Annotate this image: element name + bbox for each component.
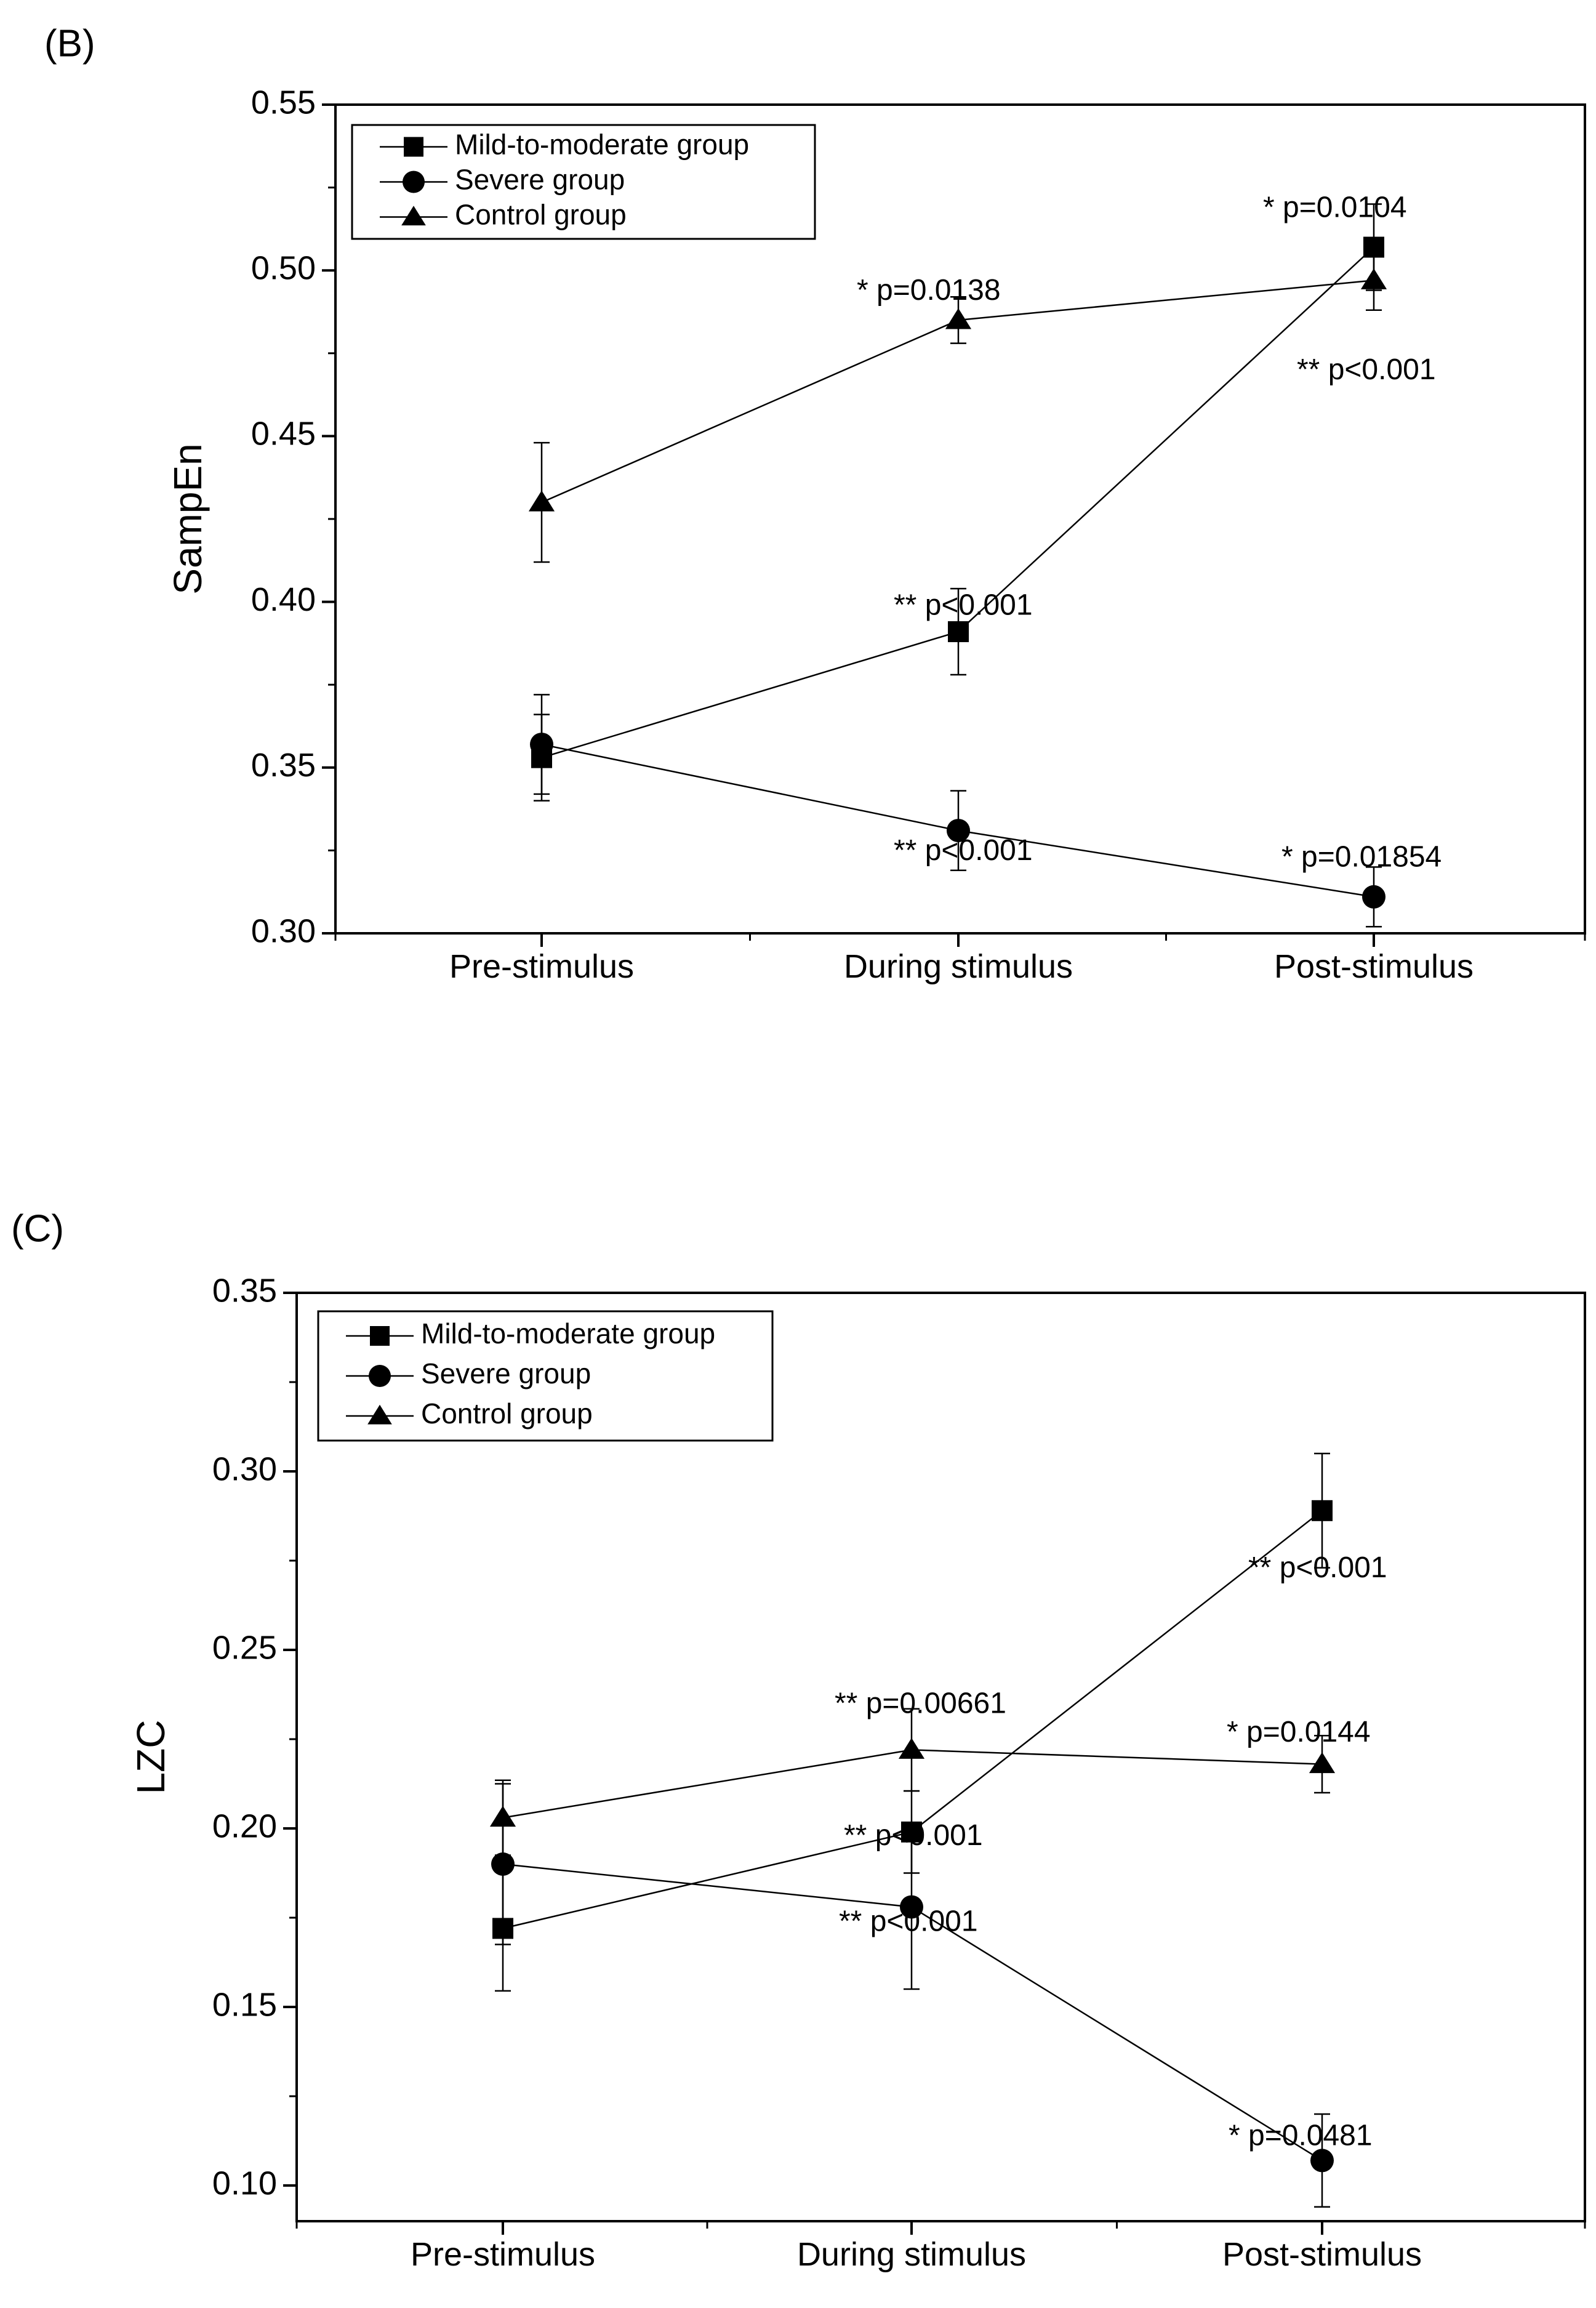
series-control-group — [528, 249, 1387, 563]
legend-box — [317, 1310, 774, 1442]
legend-marker-square — [404, 137, 423, 157]
plot-frame — [295, 1292, 1586, 2222]
significance-annotation: * p=0.01854 — [1281, 841, 1442, 874]
significance-annotation: ** p<0.001 — [894, 834, 1033, 867]
legend-label-severe-group: Severe group — [455, 164, 625, 196]
y-tick-label: 0.25 — [212, 1629, 277, 1666]
significance-annotation: * p=0.0481 — [1229, 2119, 1373, 2152]
data-point-circle — [491, 1852, 515, 1876]
chart-panel-c: (C) 0.10 0.15 0.20 0.25 0.30 0.35 Pre-stimulus D… — [11, 1207, 1586, 2273]
data-point-circle — [530, 733, 553, 757]
data-point-triangle — [945, 308, 972, 329]
significance-annotation: * p=0.0104 — [1263, 191, 1407, 223]
y-tick-label: 0.30 — [212, 1450, 277, 1487]
significance-annotation: ** p<0.001 — [1297, 353, 1436, 386]
y-tick-label: 0.35 — [251, 747, 316, 784]
y-tick-label: 0.55 — [251, 84, 316, 121]
significance-annotation: * p=0.0138 — [857, 274, 1001, 307]
data-point-circle — [1362, 885, 1385, 909]
legend-label-control-group: Control group — [421, 1397, 593, 1429]
significance-annotation: ** p<0.001 — [844, 1819, 983, 1852]
x-tick-label: During stimulus — [844, 948, 1073, 985]
series-line — [502, 1749, 1323, 1819]
y-tick-label: 0.45 — [251, 416, 316, 452]
significance-annotation: * p=0.0144 — [1227, 1716, 1371, 1748]
x-tick-label: During stimulus — [797, 2236, 1026, 2273]
legend-marker-triangle — [401, 206, 426, 226]
legend-marker-circle — [403, 171, 425, 193]
x-tick-label: Pre-stimulus — [449, 948, 634, 985]
y-tick-label: 0.35 — [212, 1272, 277, 1309]
significance-annotation: ** p<0.001 — [839, 1905, 978, 1937]
y-axis-title: LZC — [129, 1720, 173, 1795]
series-control-group — [489, 1708, 1336, 1856]
data-point-triangle — [1309, 1752, 1336, 1774]
legend-marker-circle — [369, 1365, 391, 1387]
data-point-square — [948, 621, 969, 643]
data-point-square — [1312, 1500, 1333, 1521]
y-axis-title: SampEn — [166, 443, 210, 594]
legend-marker-triangle — [367, 1404, 392, 1425]
y-tick-label: 0.40 — [251, 581, 316, 618]
chart-panel-b: (B) 0.30 0.35 0.40 0.45 0.50 0.55 Pre-stimulus D… — [44, 22, 1586, 985]
x-tick-label: Pre-stimulus — [411, 2236, 595, 2273]
panel-label: (B) — [44, 22, 95, 65]
data-point-circle — [1310, 2149, 1334, 2173]
legend: Mild-to-moderate group Severe group Contro… — [317, 1310, 774, 1442]
data-point-triangle — [1360, 268, 1387, 289]
y-tick-label: 0.50 — [251, 249, 316, 286]
significance-annotation: ** p<0.001 — [1248, 1551, 1387, 1584]
y-tick-label: 0.20 — [212, 1807, 277, 1844]
legend-label-severe-group: Severe group — [421, 1357, 591, 1389]
panel-label: (C) — [11, 1207, 64, 1250]
significance-annotation: ** p<0.001 — [894, 589, 1033, 621]
y-tick-label: 0.15 — [212, 1986, 277, 2023]
data-point-triangle — [528, 490, 555, 512]
legend-label-mild-to-moderate-group: Mild-to-moderate group — [455, 129, 749, 161]
data-point-triangle — [898, 1738, 925, 1759]
series-severe-group — [530, 694, 1385, 928]
x-tick-label: Post-stimulus — [1274, 948, 1474, 985]
significance-annotation: ** p=0.00661 — [835, 1687, 1006, 1720]
legend-marker-square — [370, 1326, 390, 1346]
data-point-circle — [900, 1895, 923, 1919]
y-tick-label: 0.10 — [212, 2165, 277, 2201]
legend-label-control-group: Control group — [455, 199, 627, 231]
data-point-circle — [947, 819, 970, 843]
y-tick-label: 0.30 — [251, 912, 316, 949]
legend-label-mild-to-moderate-group: Mild-to-moderate group — [421, 1317, 715, 1349]
x-tick-label: Post-stimulus — [1222, 2236, 1422, 2273]
data-point-triangle — [489, 1806, 516, 1827]
